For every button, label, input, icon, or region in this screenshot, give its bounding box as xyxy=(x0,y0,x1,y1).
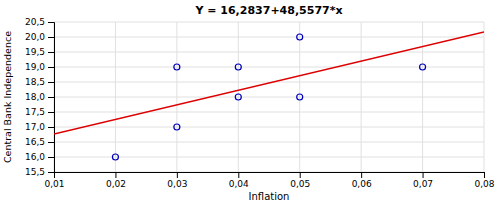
tick: 0,03 xyxy=(167,172,187,189)
tick-mark xyxy=(115,172,116,178)
tick-label: 17,5 xyxy=(25,107,45,117)
tick-label: 18,5 xyxy=(25,77,45,87)
grid-line-y xyxy=(54,127,484,128)
tick: 18,5 xyxy=(25,77,54,87)
tick-label: 20,5 xyxy=(25,17,45,27)
tick: 0,02 xyxy=(106,172,126,189)
axis-line xyxy=(55,173,485,179)
tick: 17,0 xyxy=(25,122,54,132)
grid-line-y xyxy=(54,52,484,53)
y-axis-title: Central Bank Independence xyxy=(2,31,13,163)
tick-mark xyxy=(423,172,424,178)
grid-line-y xyxy=(54,97,484,98)
tick: 15,5 xyxy=(25,167,54,177)
grid-line-y xyxy=(54,142,484,143)
marks xyxy=(54,32,484,160)
tick-mark xyxy=(361,172,362,178)
point xyxy=(297,94,303,100)
tick-label: 0,07 xyxy=(413,179,433,189)
tick-label: 0,01 xyxy=(44,179,64,189)
tick: 0,05 xyxy=(290,172,310,189)
tick-label: 16,5 xyxy=(25,137,45,147)
tick-label: 16,0 xyxy=(25,152,45,162)
tick: 17,5 xyxy=(25,107,54,117)
tick-mark xyxy=(300,172,301,178)
tick: 0,04 xyxy=(229,172,249,189)
tick-label: 20,0 xyxy=(25,32,45,42)
tick-mark xyxy=(48,52,54,53)
chart: 0,01 0,02 0,03 0,04 0,05 0,06 0,07 0,08 15,5 16,0… xyxy=(0,0,500,204)
tick-label: 0,02 xyxy=(106,179,126,189)
tick-label: 0,04 xyxy=(229,179,249,189)
point xyxy=(235,64,241,70)
tick-label: 0,03 xyxy=(167,179,187,189)
tick: 20,5 xyxy=(25,17,54,27)
tick-mark xyxy=(484,172,485,178)
tick-mark xyxy=(48,142,54,143)
regression-line xyxy=(54,32,484,134)
tick-label: 18,0 xyxy=(25,92,45,102)
tick-mark xyxy=(48,37,54,38)
point xyxy=(174,124,180,130)
tick-mark xyxy=(238,172,239,178)
tick-label: 0,05 xyxy=(290,179,310,189)
tick: 16,5 xyxy=(25,137,54,147)
x-axis-title: Inflation xyxy=(249,191,290,202)
x-axis: 0,01 0,02 0,03 0,04 0,05 0,06 0,07 0,08 xyxy=(44,172,494,189)
tick-label: 19,5 xyxy=(25,47,45,57)
title: Y = 16,2837+48,5577*x xyxy=(194,4,342,17)
grid-line-y xyxy=(54,112,484,113)
y-axis: 15,5 16,0 16,5 17,0 17,5 18,0 18,5 19,0 19,5 20,0… xyxy=(25,17,55,177)
tick-label: 17,0 xyxy=(25,122,45,132)
tick: 0,08 xyxy=(474,172,494,189)
tick-mark xyxy=(177,172,178,178)
tick: 19,5 xyxy=(25,47,54,57)
plot: 0,01 0,02 0,03 0,04 0,05 0,06 0,07 0,08 15,5 16,0… xyxy=(25,17,495,189)
tick: 0,07 xyxy=(413,172,433,189)
tick-mark xyxy=(48,127,54,128)
grid xyxy=(54,22,484,172)
point xyxy=(235,94,241,100)
tick: 20,0 xyxy=(25,32,54,42)
tick-mark xyxy=(48,172,54,173)
grid-line-y xyxy=(54,22,484,23)
tick: 0,06 xyxy=(352,172,372,189)
point xyxy=(420,64,426,70)
tick-mark xyxy=(48,157,54,158)
tick: 0,01 xyxy=(44,172,64,189)
tick-label: 0,08 xyxy=(474,179,494,189)
tick-mark xyxy=(48,67,54,68)
tick: 18,0 xyxy=(25,92,54,102)
tick-mark xyxy=(48,22,54,23)
tick-label: 19,0 xyxy=(25,62,45,72)
tick-mark xyxy=(48,97,54,98)
grid-line-y xyxy=(54,37,484,38)
tick: 19,0 xyxy=(25,62,54,72)
axis-line xyxy=(48,23,55,173)
tick-mark xyxy=(48,112,54,113)
point xyxy=(174,64,180,70)
point xyxy=(297,34,303,40)
point xyxy=(112,154,118,160)
tick-label: 15,5 xyxy=(25,167,45,177)
tick: 16,0 xyxy=(25,152,54,162)
tick-label: 0,06 xyxy=(352,179,372,189)
tick-mark xyxy=(48,82,54,83)
